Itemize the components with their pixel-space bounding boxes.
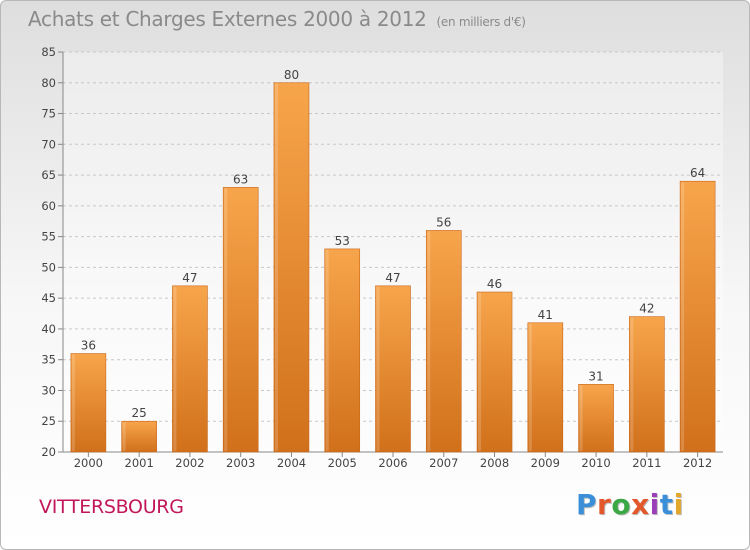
y-tick-label: 45 [41, 291, 56, 305]
bar [375, 285, 411, 453]
bar-highlight [528, 323, 532, 451]
bar [222, 187, 259, 453]
logo-letter: o [611, 488, 632, 521]
y-tick-label: 20 [41, 445, 56, 459]
data-label: 47 [385, 271, 400, 285]
bar [425, 230, 462, 453]
chart-title: Achats et Charges Externes 2000 à 2012 (e… [28, 7, 526, 31]
bar-highlight [122, 422, 126, 451]
x-tick-label: 2002 [175, 456, 204, 470]
data-label: 31 [588, 369, 603, 383]
bar [172, 285, 208, 453]
commune-name: VITTERSBOURG [39, 496, 184, 518]
bar-highlight [71, 354, 75, 451]
x-tick-label: 2005 [328, 456, 357, 470]
x-tick-label: 2000 [74, 456, 103, 470]
y-tick-label: 40 [41, 322, 56, 336]
bar [679, 180, 716, 453]
bar [629, 316, 665, 453]
x-tick-label: 2004 [277, 456, 306, 470]
chart-title-text: Achats et Charges Externes 2000 à 2012 [28, 7, 427, 31]
bar-highlight [376, 286, 380, 451]
bar [273, 82, 310, 453]
bar [70, 353, 107, 453]
bar-highlight [173, 286, 177, 451]
x-tick-label: 2012 [683, 456, 712, 470]
data-label: 64 [690, 166, 705, 180]
chart-subtitle: (en milliers d'€) [436, 15, 526, 29]
logo-letter: r [597, 488, 612, 521]
logo-letter: x [631, 488, 650, 521]
logo-letter: i [673, 488, 684, 521]
bar-highlight [427, 231, 431, 451]
y-tick-label: 35 [41, 353, 56, 367]
data-label: 25 [132, 406, 147, 420]
data-label: 46 [487, 277, 502, 291]
data-label: 36 [81, 339, 96, 353]
bar-highlight [681, 182, 685, 451]
bar-highlight [274, 83, 278, 452]
y-tick-label: 30 [41, 383, 56, 397]
x-tick-label: 2010 [581, 456, 610, 470]
x-tick-label: 2011 [632, 456, 661, 470]
y-tick-label: 75 [41, 107, 56, 121]
y-tick-label: 60 [41, 199, 56, 213]
bar [324, 248, 361, 453]
data-label: 47 [182, 271, 197, 285]
x-tick-label: 2007 [429, 456, 458, 470]
logo-letter: i [649, 488, 660, 521]
bar-highlight [325, 249, 329, 451]
y-tick-label: 25 [41, 414, 56, 428]
bar [121, 420, 157, 453]
logo-letter: P [576, 488, 598, 521]
data-label: 41 [538, 308, 553, 322]
data-label: 56 [436, 215, 451, 229]
y-tick-label: 80 [41, 76, 56, 90]
bar-highlight [224, 188, 228, 451]
x-tick-label: 2006 [378, 456, 407, 470]
y-tick-label: 55 [41, 230, 56, 244]
data-label: 80 [284, 68, 299, 82]
bar-highlight [630, 317, 634, 451]
x-tick-label: 2009 [531, 456, 560, 470]
y-tick-label: 65 [41, 168, 56, 182]
logo-letter: t [659, 488, 674, 521]
bar [527, 322, 564, 453]
data-label: 63 [233, 172, 248, 186]
data-label: 53 [335, 234, 350, 248]
x-tick-label: 2003 [226, 456, 255, 470]
bar [578, 384, 614, 453]
data-label: 42 [639, 302, 654, 316]
bar-highlight [579, 385, 583, 451]
y-tick-label: 50 [41, 260, 56, 274]
y-tick-label: 70 [41, 137, 56, 151]
bar-highlight [478, 293, 482, 451]
x-tick-label: 2008 [480, 456, 509, 470]
y-tick-label: 85 [41, 45, 56, 59]
x-tick-label: 2001 [125, 456, 154, 470]
proxiti-logo[interactable]: Proxiti [576, 488, 684, 521]
bar [476, 291, 513, 453]
